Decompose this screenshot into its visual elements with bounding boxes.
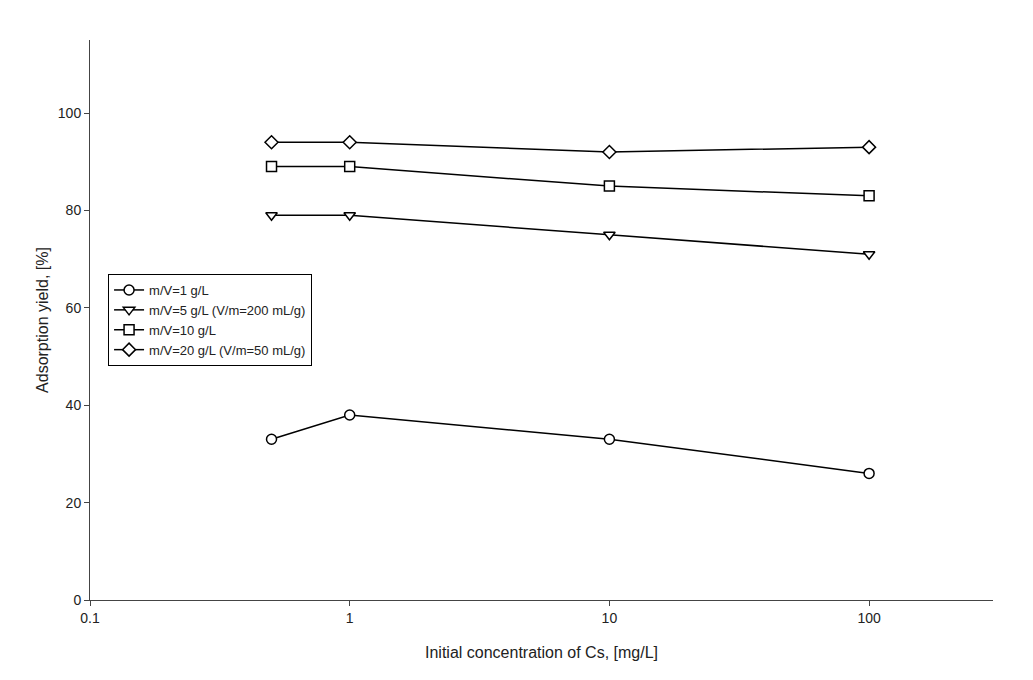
svg-text:0: 0	[73, 592, 81, 608]
svg-text:Initial concentration of Cs, [: Initial concentration of Cs, [mg/L]	[425, 644, 658, 661]
svg-text:10: 10	[602, 610, 618, 626]
svg-text:60: 60	[66, 300, 82, 316]
svg-text:m/V=5 g/L (V/m=200 mL/g): m/V=5 g/L (V/m=200 mL/g)	[149, 303, 305, 318]
svg-text:80: 80	[66, 202, 82, 218]
svg-text:20: 20	[66, 495, 82, 511]
svg-text:100: 100	[58, 105, 82, 121]
svg-text:40: 40	[66, 397, 82, 413]
svg-text:m/V=1 g/L: m/V=1 g/L	[149, 283, 209, 298]
svg-text:m/V=10 g/L: m/V=10 g/L	[149, 323, 216, 338]
svg-text:0.1: 0.1	[80, 610, 100, 626]
svg-text:m/V=20 g/L (V/m=50 mL/g): m/V=20 g/L (V/m=50 mL/g)	[149, 343, 305, 358]
svg-text:Adsorption yield, [%]: Adsorption yield, [%]	[34, 247, 51, 393]
svg-text:100: 100	[857, 610, 881, 626]
svg-text:1: 1	[346, 610, 354, 626]
